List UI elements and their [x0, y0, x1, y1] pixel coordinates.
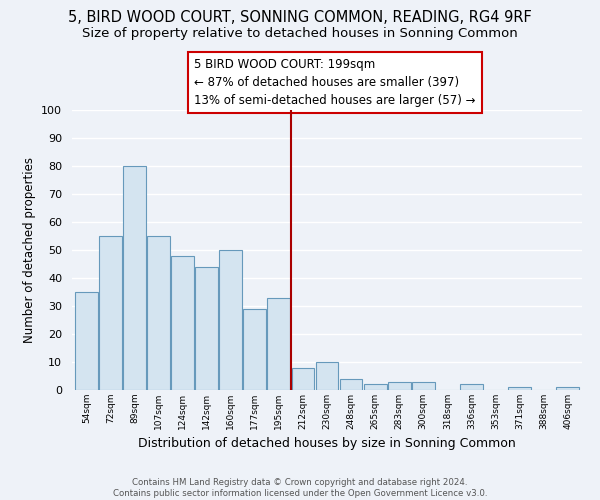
X-axis label: Distribution of detached houses by size in Sonning Common: Distribution of detached houses by size … — [138, 438, 516, 450]
Bar — [412, 382, 434, 390]
Bar — [340, 379, 362, 390]
Bar — [195, 267, 218, 390]
Text: Size of property relative to detached houses in Sonning Common: Size of property relative to detached ho… — [82, 28, 518, 40]
Bar — [292, 368, 314, 390]
Bar — [268, 298, 290, 390]
Bar — [388, 382, 410, 390]
Bar — [99, 236, 122, 390]
Y-axis label: Number of detached properties: Number of detached properties — [23, 157, 36, 343]
Text: Contains HM Land Registry data © Crown copyright and database right 2024.
Contai: Contains HM Land Registry data © Crown c… — [113, 478, 487, 498]
Bar — [316, 362, 338, 390]
Bar — [147, 236, 170, 390]
Text: 5 BIRD WOOD COURT: 199sqm
← 87% of detached houses are smaller (397)
13% of semi: 5 BIRD WOOD COURT: 199sqm ← 87% of detac… — [194, 58, 476, 107]
Bar — [75, 292, 98, 390]
Bar — [364, 384, 386, 390]
Text: 5, BIRD WOOD COURT, SONNING COMMON, READING, RG4 9RF: 5, BIRD WOOD COURT, SONNING COMMON, READ… — [68, 10, 532, 25]
Bar — [460, 384, 483, 390]
Bar — [508, 387, 531, 390]
Bar — [123, 166, 146, 390]
Bar — [244, 309, 266, 390]
Bar — [171, 256, 194, 390]
Bar — [556, 387, 579, 390]
Bar — [220, 250, 242, 390]
